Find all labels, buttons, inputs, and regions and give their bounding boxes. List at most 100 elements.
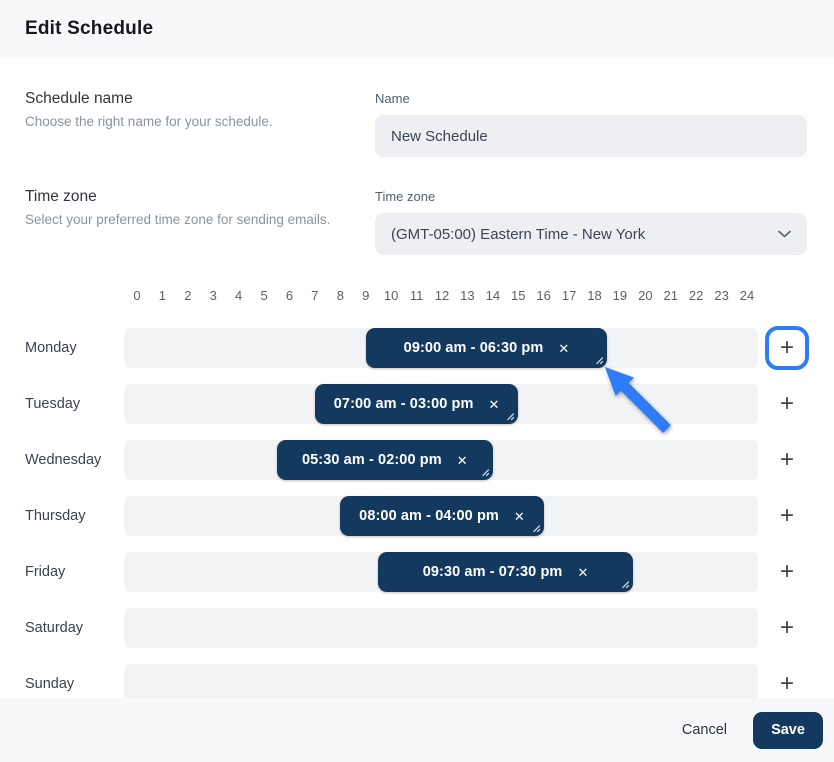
day-rows: Monday 09:00 am - 06:30 pm ✕ + Tuesday 0… (0, 326, 834, 720)
hour-label: 0 (133, 288, 141, 303)
time-interval-pill[interactable]: 09:30 am - 07:30 pm ✕ (378, 552, 633, 592)
hour-label: 19 (612, 288, 628, 303)
hour-label: 17 (561, 288, 577, 303)
section-heading: Time zone (25, 188, 97, 205)
time-zone-section-heading: Time zone Select your preferred time zon… (25, 188, 355, 227)
close-icon[interactable]: ✕ (558, 340, 570, 356)
hour-label: 11 (409, 288, 424, 303)
schedule-name-input[interactable] (375, 115, 807, 157)
hour-label: 12 (434, 288, 450, 303)
time-zone-selected-value: (GMT-05:00) Eastern Time - New York (391, 225, 646, 243)
close-icon[interactable]: ✕ (488, 396, 500, 412)
save-button[interactable]: Save (753, 711, 823, 749)
hour-label: 9 (362, 288, 370, 303)
time-zone-select[interactable]: (GMT-05:00) Eastern Time - New York (375, 213, 807, 255)
section-description: Choose the right name for your schedule. (25, 114, 273, 129)
hours-row: 0 1 2 3 4 5 6 7 8 9 10 11 12 13 14 15 16 17 18 19 20 21 22 23 24 (133, 288, 754, 304)
interval-label: 05:30 am - 02:00 pm (301, 452, 442, 468)
day-row: Wednesday 05:30 am - 02:00 pm ✕ + (0, 440, 834, 480)
day-label: Monday (25, 340, 77, 356)
day-row: Thursday 08:00 am - 04:00 pm ✕ + (0, 496, 834, 536)
hour-label: 7 (311, 288, 319, 303)
resize-handle-icon[interactable] (532, 524, 541, 533)
time-interval-pill[interactable]: 08:00 am - 04:00 pm ✕ (340, 496, 544, 536)
modal-header: Edit Schedule (0, 0, 834, 58)
close-icon[interactable]: ✕ (577, 564, 589, 580)
day-row: Friday 09:30 am - 07:30 pm ✕ + (0, 552, 834, 592)
day-track[interactable] (124, 664, 758, 704)
day-row: Tuesday 07:00 am - 03:00 pm ✕ + (0, 384, 834, 424)
hour-label: 8 (336, 288, 344, 303)
day-label: Thursday (25, 508, 86, 524)
modal-footer: Cancel Save (0, 698, 834, 762)
day-track[interactable]: 09:00 am - 06:30 pm ✕ (124, 328, 758, 368)
close-icon[interactable]: ✕ (456, 452, 468, 468)
hour-label: 13 (460, 288, 475, 303)
hour-label: 1 (158, 288, 167, 303)
hour-label: 14 (485, 288, 501, 303)
add-interval-button[interactable]: + (765, 662, 809, 706)
hour-label: 5 (260, 288, 268, 303)
hour-label: 3 (209, 288, 217, 303)
chevron-down-icon (778, 230, 791, 238)
hour-label: 20 (638, 288, 653, 303)
add-interval-button[interactable]: + (765, 382, 809, 426)
day-track-inner: 07:00 am - 03:00 pm ✕ (137, 384, 747, 424)
day-row: Saturday + (0, 608, 834, 648)
add-interval-button[interactable]: + (765, 606, 809, 650)
interval-label: 09:30 am - 07:30 pm (422, 564, 563, 580)
hour-label: 21 (663, 288, 678, 303)
hour-label: 6 (285, 288, 294, 303)
day-track-inner: 05:30 am - 02:00 pm ✕ (137, 440, 747, 480)
time-interval-pill[interactable]: 09:00 am - 06:30 pm ✕ (365, 328, 608, 368)
section-heading: Schedule name (25, 90, 133, 107)
add-interval-button[interactable]: + (765, 326, 809, 370)
resize-handle-icon[interactable] (595, 356, 604, 365)
day-label: Tuesday (25, 396, 81, 412)
day-track[interactable]: 09:30 am - 07:30 pm ✕ (124, 552, 758, 592)
time-interval-pill[interactable]: 07:00 am - 03:00 pm ✕ (314, 384, 519, 424)
day-track-inner: 09:00 am - 06:30 pm ✕ (137, 328, 747, 368)
day-label: Saturday (25, 620, 84, 636)
day-track-inner (137, 608, 747, 648)
day-track-inner: 09:30 am - 07:30 pm ✕ (137, 552, 747, 592)
schedule-name-section-heading: Schedule name Choose the right name for … (25, 90, 355, 129)
close-icon[interactable]: ✕ (513, 508, 525, 524)
hour-label: 15 (511, 288, 526, 303)
cancel-button[interactable]: Cancel (681, 722, 727, 738)
hour-label: 22 (688, 288, 704, 303)
section-description: Select your preferred time zone for send… (25, 212, 331, 227)
hour-label: 10 (383, 288, 399, 303)
hour-label: 24 (739, 288, 755, 303)
day-label: Sunday (25, 676, 75, 692)
resize-handle-icon[interactable] (621, 580, 630, 589)
interval-label: 08:00 am - 04:00 pm (359, 508, 499, 524)
hour-label: 23 (714, 288, 729, 303)
day-track-inner: 08:00 am - 04:00 pm ✕ (137, 496, 747, 536)
resize-handle-icon[interactable] (481, 468, 490, 477)
add-interval-button[interactable]: + (765, 550, 809, 594)
time-zone-field-label: Time zone (375, 189, 436, 204)
interval-label: 07:00 am - 03:00 pm (333, 396, 474, 412)
schedule-name-field: Name (375, 91, 807, 157)
hour-label: 4 (235, 288, 243, 303)
name-field-label: Name (375, 91, 410, 106)
hour-label: 18 (587, 288, 602, 303)
day-row: Monday 09:00 am - 06:30 pm ✕ + (0, 326, 834, 370)
day-track[interactable]: 05:30 am - 02:00 pm ✕ (124, 440, 758, 480)
add-interval-button[interactable]: + (765, 438, 809, 482)
hour-label: 2 (184, 288, 192, 303)
page-title: Edit Schedule (25, 18, 154, 39)
day-track[interactable]: 07:00 am - 03:00 pm ✕ (124, 384, 758, 424)
time-interval-pill[interactable]: 05:30 am - 02:00 pm ✕ (276, 440, 493, 480)
hour-label: 16 (536, 288, 551, 303)
day-label: Friday (25, 564, 66, 580)
day-label: Wednesday (25, 452, 102, 468)
add-interval-button[interactable]: + (765, 494, 809, 538)
day-row: Sunday + (0, 664, 834, 704)
interval-label: 09:00 am - 06:30 pm (403, 340, 544, 356)
resize-handle-icon[interactable] (506, 412, 515, 421)
day-track[interactable]: 08:00 am - 04:00 pm ✕ (124, 496, 758, 536)
day-track[interactable] (124, 608, 758, 648)
